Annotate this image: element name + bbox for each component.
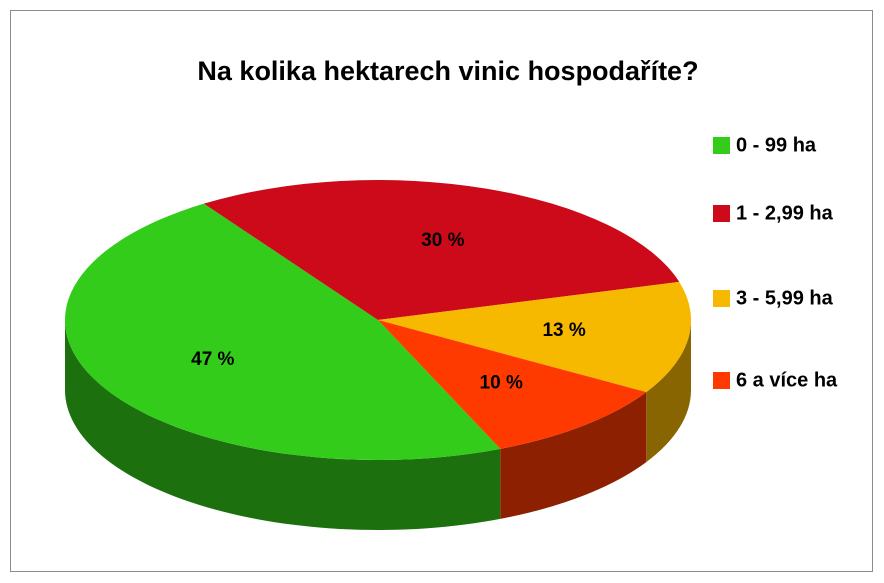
legend-swatch bbox=[713, 290, 730, 307]
legend-label: 3 - 5,99 ha bbox=[736, 287, 834, 309]
data-label: 47 % bbox=[191, 349, 234, 370]
slice bbox=[65, 203, 501, 460]
chart-title: Na kolika hektarech vinic hospodaříte? bbox=[197, 56, 698, 86]
data-label: 30 % bbox=[421, 230, 464, 251]
slice-side bbox=[646, 320, 691, 463]
legend-swatch bbox=[713, 372, 730, 389]
slice-side bbox=[500, 392, 647, 519]
data-label: 13 % bbox=[542, 320, 585, 341]
slice bbox=[378, 320, 647, 449]
slice bbox=[203, 179, 680, 320]
legend-label: 6 a více ha bbox=[736, 369, 838, 391]
legend-swatch bbox=[713, 137, 730, 154]
legend-label: 1 - 2,99 ha bbox=[736, 202, 834, 224]
legend-label: 0 - 99 ha bbox=[736, 134, 817, 156]
data-label: 10 % bbox=[480, 372, 523, 393]
slice-side bbox=[65, 320, 501, 530]
slice bbox=[378, 281, 691, 393]
legend-swatch bbox=[713, 205, 730, 222]
